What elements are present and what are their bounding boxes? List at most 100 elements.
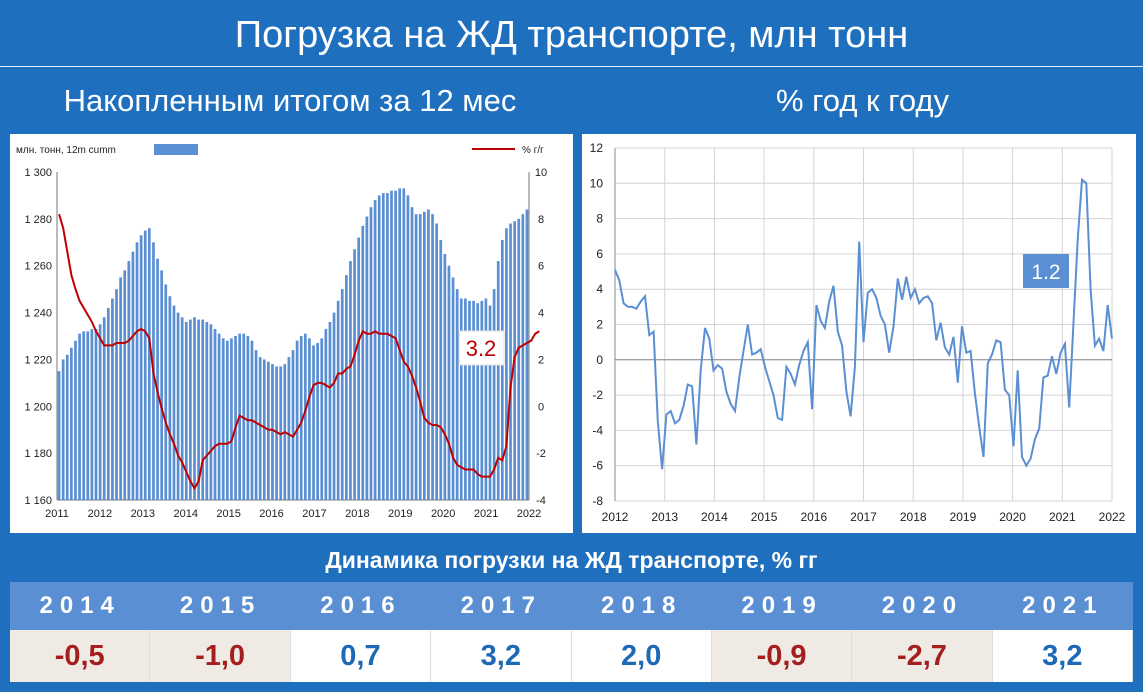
bar (86, 331, 90, 500)
y-tick-label: 0 (596, 353, 603, 367)
left-y-tick-label: 1 180 (24, 448, 52, 460)
bar (279, 366, 283, 500)
left-y-tick-label: 1 280 (24, 214, 52, 226)
x-tick-label: 2017 (850, 510, 877, 524)
bar (70, 347, 73, 500)
left-y-tick-label: 1 160 (24, 495, 52, 507)
x-tick-label: 2018 (900, 510, 927, 524)
x-tick-label: 2017 (302, 508, 326, 520)
table-value-cell: 3,2 (431, 630, 572, 682)
bar (135, 242, 139, 500)
table-value-cell: -0,5 (10, 630, 151, 682)
x-tick-label: 2021 (1049, 510, 1076, 524)
bar (221, 338, 225, 500)
bar (193, 317, 196, 500)
x-tick-label: 2014 (173, 508, 197, 520)
bar (295, 340, 299, 500)
bar (106, 307, 110, 500)
y-tick-label: 8 (596, 212, 603, 226)
right-y-tick-label: -2 (536, 448, 546, 460)
x-tick-label: 2012 (88, 508, 112, 520)
bar (217, 333, 221, 500)
bar (160, 270, 164, 500)
bar (74, 340, 77, 500)
bar (459, 298, 463, 500)
bar (340, 289, 344, 500)
bar (451, 277, 455, 500)
bar (369, 207, 373, 500)
table-year-cell: 2016 (320, 592, 402, 619)
bar (488, 305, 492, 500)
y-tick-label: -4 (592, 423, 603, 437)
x-tick-label: 2019 (388, 508, 412, 520)
line-series-yoy (58, 213, 540, 491)
bar (525, 209, 529, 500)
bar (373, 200, 377, 500)
right-y-tick-label: 8 (538, 214, 544, 226)
bar (168, 296, 172, 500)
bar (164, 284, 168, 500)
x-tick-label: 2013 (131, 508, 155, 520)
x-tick-label: 2016 (800, 510, 827, 524)
bar (353, 249, 356, 500)
bar (271, 364, 274, 500)
bar (119, 277, 122, 500)
yoy-chart-panel: -8 -6 -4 -2 0 2 4 6 8 10 12 2012 2013 2014 2015 2016 201… (582, 134, 1136, 533)
bar (336, 300, 340, 500)
bar (418, 214, 422, 500)
bar (57, 371, 61, 500)
y-tick-label: 10 (590, 176, 604, 190)
annotation-value: 1.2 (1031, 261, 1060, 284)
right-y-tick-label: 2 (538, 354, 544, 366)
bar (480, 300, 484, 500)
bar (176, 312, 180, 500)
bar (517, 218, 521, 500)
legend-bar-swatch (154, 144, 198, 155)
table-value-cell: 2,0 (571, 630, 712, 682)
table-value-cell: 0,7 (290, 630, 432, 682)
y-tick-label: -6 (592, 459, 603, 473)
annotation-box (458, 330, 505, 366)
x-tick-label: 2021 (474, 508, 498, 520)
bar (201, 319, 205, 500)
table-year-cell: 2015 (179, 592, 262, 619)
y-tick-label: -8 (592, 494, 603, 508)
x-tick-label: 2015 (216, 508, 240, 520)
bar (127, 261, 131, 500)
bar (258, 357, 262, 500)
y-tick-label: -2 (592, 388, 603, 402)
bar (443, 254, 447, 500)
x-tick-label: 2019 (950, 510, 977, 524)
table-year-cell: 2017 (460, 592, 542, 619)
left-y-tick-label: 1 240 (24, 308, 52, 320)
left-y-tick-label: 1 220 (24, 354, 52, 366)
bar (492, 289, 496, 500)
bar (422, 211, 426, 500)
legend-line-label: % г/г (522, 145, 544, 156)
line-series-yoy (614, 177, 1113, 470)
right-y-tick-label: 4 (538, 308, 544, 320)
bar (390, 190, 393, 500)
bar (98, 324, 102, 500)
bar (156, 258, 159, 500)
annotation-box (1023, 254, 1069, 288)
bar (381, 193, 385, 501)
bar (447, 265, 451, 500)
bar (143, 230, 147, 501)
bar (435, 223, 439, 500)
x-tick-label: 2020 (999, 510, 1026, 524)
bar (94, 328, 98, 500)
bar (386, 193, 389, 501)
left-y-tick-label: 1 300 (24, 167, 52, 179)
left-chart-subtitle: Накопленным итогом за 12 мес (63, 83, 517, 118)
table-value-cell: -0,9 (711, 630, 853, 682)
bar (172, 305, 176, 500)
bar (414, 214, 418, 500)
bar (402, 188, 406, 500)
bar (291, 350, 295, 500)
bar (349, 261, 352, 500)
bar (225, 340, 229, 500)
bar (509, 223, 512, 500)
bar (287, 357, 291, 500)
x-tick-label: 2011 (45, 508, 69, 520)
